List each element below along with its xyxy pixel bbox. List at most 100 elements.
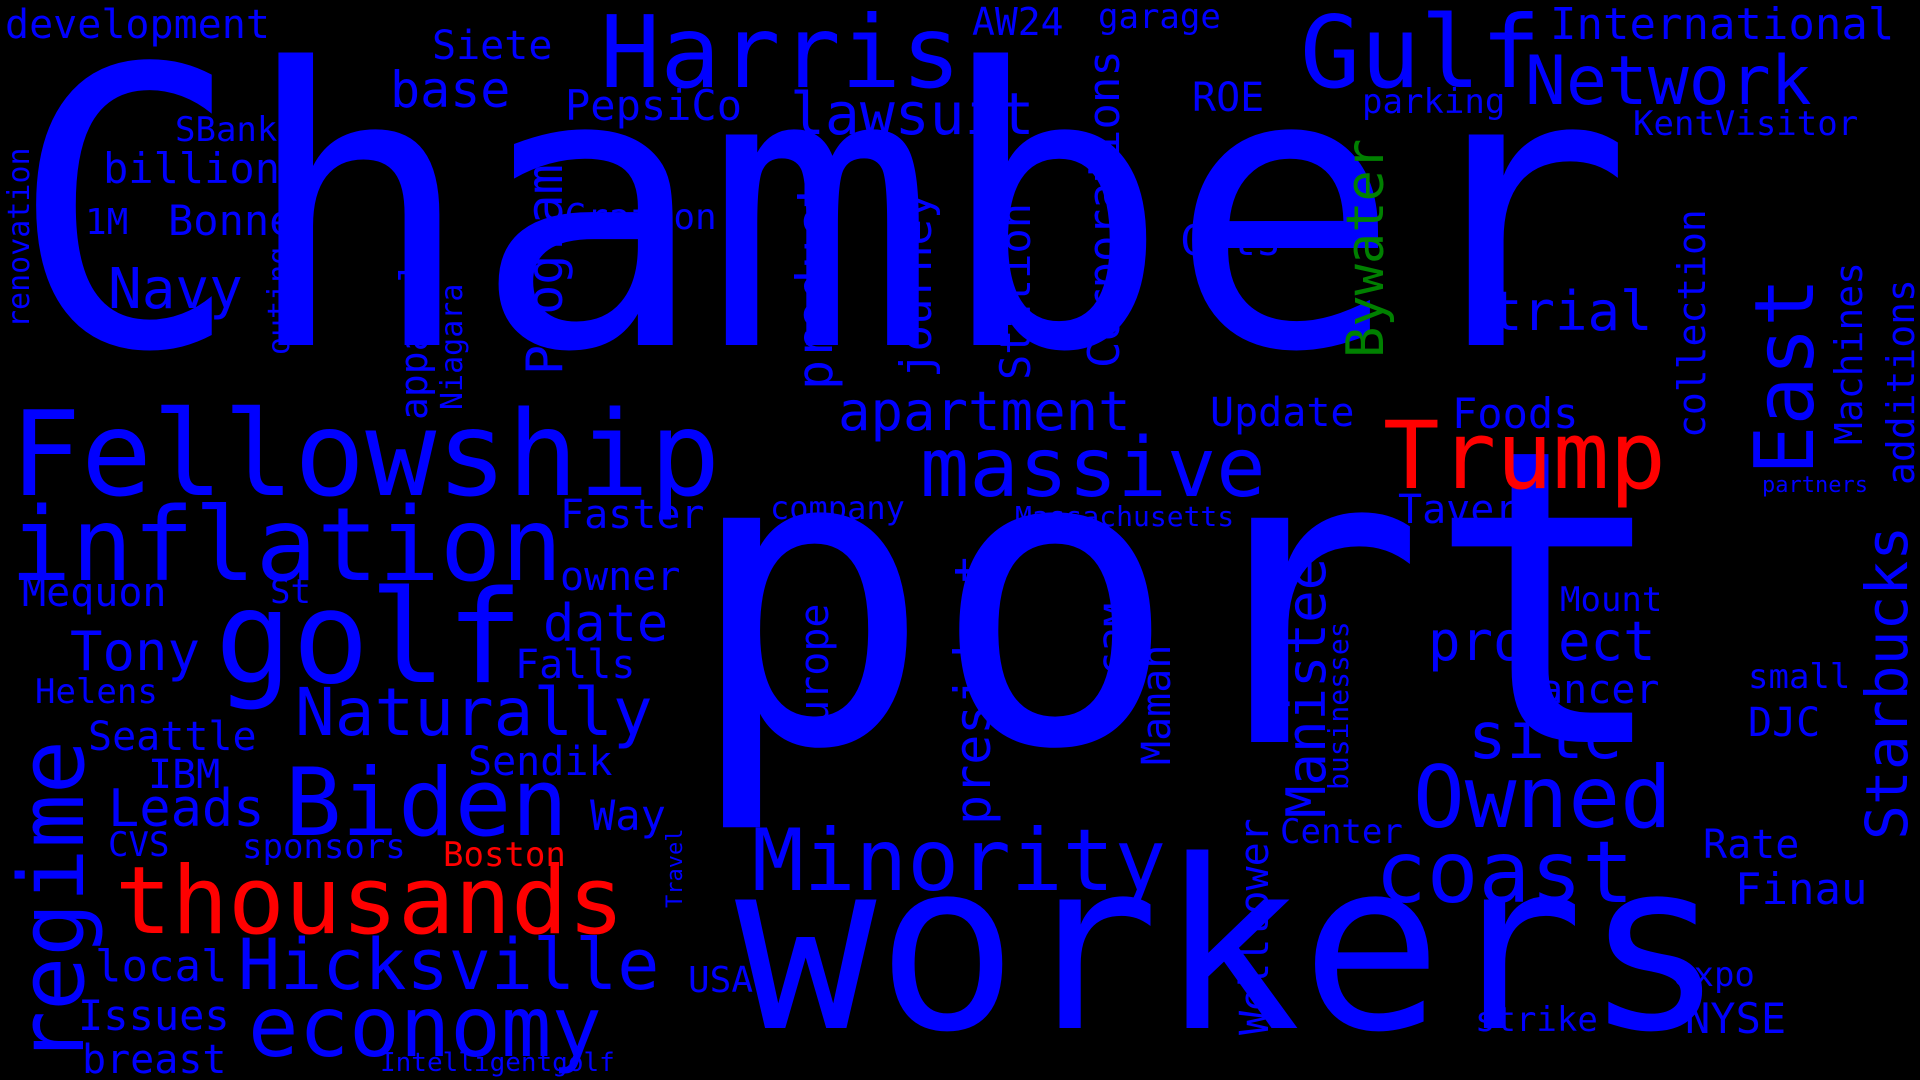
word: Fellowship (10, 385, 721, 523)
word: Center (1280, 812, 1403, 852)
word: Program (516, 164, 574, 375)
word: outing (262, 246, 297, 355)
word: Issues (78, 991, 230, 1040)
word: Finau (1735, 864, 1868, 915)
word: garage (1098, 0, 1221, 37)
word: development (5, 2, 270, 48)
word: Faster (560, 492, 705, 538)
word: Massachusetts (1015, 500, 1235, 533)
word: Europe (792, 603, 838, 749)
word: Update (1210, 390, 1355, 436)
word: apparel (392, 259, 436, 420)
word: Starbucks (1853, 525, 1920, 840)
word: businesses (1322, 621, 1355, 790)
word: base (390, 61, 511, 119)
word: Navy (108, 257, 243, 322)
word: Gulf (1300, 0, 1541, 111)
word: additions (1879, 279, 1920, 485)
word: renovation (2, 147, 37, 328)
word: Rate (1703, 822, 1800, 868)
word: Machines (1827, 261, 1871, 445)
word: workers (735, 811, 1726, 1080)
word: International (1550, 0, 1895, 50)
word: port (685, 361, 1673, 839)
word: Tavern (1398, 487, 1543, 533)
word: product (786, 179, 844, 390)
word: St (270, 572, 311, 612)
word: Network (1525, 42, 1812, 121)
word: USA (688, 960, 754, 1001)
word: collection (1670, 209, 1714, 438)
word: Travel (663, 828, 688, 908)
word: SBank (175, 110, 278, 150)
word: AW24 (972, 0, 1064, 44)
word: CVS (108, 825, 170, 865)
word: Chamber (10, 0, 1633, 436)
word: Helens (35, 672, 158, 712)
word: parking (1362, 82, 1506, 122)
word: Hicksville (238, 924, 660, 1006)
word: Falls (515, 642, 636, 688)
word: Corporations (1079, 50, 1130, 368)
word: owner (560, 554, 681, 600)
word: thousands (115, 847, 625, 956)
word: Tony (70, 620, 201, 683)
word: lawsuit (790, 80, 1035, 148)
word: Owned (1413, 748, 1672, 848)
word: DJC (1748, 700, 1821, 746)
word: sponsors (242, 827, 406, 867)
word: project (1428, 610, 1656, 673)
word: massive (920, 421, 1266, 516)
word: apartment (838, 380, 1131, 443)
word: trial (1490, 280, 1653, 343)
word: golf (215, 564, 524, 713)
word: Biden (285, 749, 568, 858)
word: Sendik (468, 739, 613, 785)
word: East (1738, 277, 1833, 475)
word: breast (82, 1037, 227, 1080)
word: Bonne (168, 196, 295, 245)
word: Leads (108, 779, 265, 839)
word: president (944, 554, 1002, 825)
word: site (1468, 700, 1623, 774)
word: Intelligentgolf (380, 1048, 615, 1078)
word: 1M (85, 202, 129, 243)
word: Cuts (1180, 216, 1282, 265)
word: PepsiCo (565, 81, 743, 130)
word: Station (991, 202, 1040, 380)
word: Harris (600, 0, 962, 111)
word: KentVisitor (1633, 104, 1859, 144)
word: cancer (1515, 667, 1660, 713)
word: IBM (148, 752, 221, 798)
word: small (1748, 657, 1851, 697)
word: company (770, 489, 905, 527)
word: Way (590, 791, 666, 840)
word: billion (103, 144, 281, 193)
word: Foods (1452, 389, 1579, 438)
word: NYSE (1685, 994, 1787, 1043)
word: expo (1673, 955, 1755, 995)
word: Mequon (22, 570, 167, 616)
word: coast (1375, 823, 1634, 923)
word: Boston (443, 835, 566, 875)
word: Mount (1560, 580, 1663, 620)
word: inflation (10, 486, 563, 605)
word: Seattle (88, 714, 257, 760)
word: ROE (1192, 75, 1265, 121)
word: Maman (1134, 644, 1180, 765)
word: Minority (752, 811, 1167, 911)
word: Siete (432, 23, 553, 69)
word: strike (1475, 1000, 1598, 1040)
word: Niagara (435, 283, 470, 410)
word: partners (1762, 473, 1868, 498)
word: Bywater (1336, 138, 1396, 358)
word: date (543, 594, 669, 654)
word: local (95, 941, 228, 992)
word: Welltower (1232, 818, 1278, 1035)
word: journey (891, 192, 942, 378)
word: Grafton (565, 197, 717, 238)
word: Trump (1383, 402, 1666, 511)
word: economy (248, 978, 603, 1076)
word: Naturally (295, 674, 653, 751)
